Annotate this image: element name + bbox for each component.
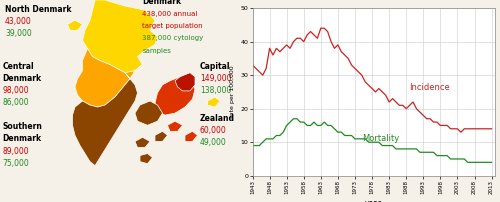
Text: Southern: Southern [2, 122, 42, 131]
Text: 49,000: 49,000 [200, 138, 227, 147]
Polygon shape [208, 97, 220, 107]
Text: 149,000: 149,000 [200, 74, 232, 83]
Polygon shape [72, 73, 138, 166]
Text: Denmark: Denmark [142, 0, 182, 6]
Text: 86,000: 86,000 [2, 98, 29, 107]
X-axis label: year: year [365, 199, 382, 202]
Polygon shape [135, 101, 162, 125]
Text: 89,000: 89,000 [2, 146, 29, 156]
Text: samples: samples [142, 47, 172, 54]
Polygon shape [175, 73, 195, 91]
Polygon shape [68, 20, 82, 30]
Polygon shape [185, 131, 198, 141]
Text: Incidence: Incidence [410, 83, 451, 92]
Text: 387,000 cytology: 387,000 cytology [142, 35, 204, 41]
Polygon shape [135, 137, 150, 147]
Polygon shape [82, 0, 158, 73]
Text: Denmark: Denmark [2, 134, 42, 143]
Text: 43,000: 43,000 [5, 17, 32, 26]
Text: Denmark: Denmark [2, 74, 42, 83]
Polygon shape [155, 131, 168, 141]
Y-axis label: rate per 100,000: rate per 100,000 [230, 66, 235, 118]
Text: Capital: Capital [200, 62, 230, 71]
Text: 75,000: 75,000 [2, 159, 29, 168]
Text: 60,000: 60,000 [200, 126, 227, 135]
Text: Mortality: Mortality [362, 134, 399, 143]
Text: Central: Central [2, 62, 34, 71]
Text: Zealand: Zealand [200, 114, 235, 123]
Text: 138,000: 138,000 [200, 86, 232, 95]
Polygon shape [155, 77, 195, 115]
Polygon shape [168, 121, 182, 131]
Text: target population: target population [142, 23, 203, 29]
Text: 98,000: 98,000 [2, 86, 29, 95]
Text: 39,000: 39,000 [5, 29, 32, 38]
Text: 438,000 annual: 438,000 annual [142, 11, 198, 17]
Polygon shape [75, 48, 142, 107]
Polygon shape [140, 154, 152, 164]
Text: North Denmark: North Denmark [5, 5, 71, 14]
